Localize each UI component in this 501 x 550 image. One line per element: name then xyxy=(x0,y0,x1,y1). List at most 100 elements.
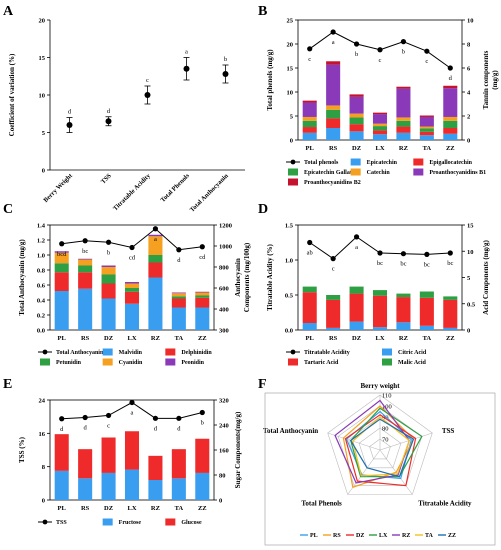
panel-f-series-polygon xyxy=(350,407,423,478)
panel-a-sig-letter: b xyxy=(224,56,227,63)
panel-d-y2tick-label: 5 xyxy=(467,275,471,282)
panel-e-legend-label: TSS xyxy=(56,520,67,526)
panel-d: 0.0 0.5 1.0 1.5 0 0.5 5 10 15 Titratable Acidity … xyxy=(266,223,490,367)
panel-c-bar-segment xyxy=(195,292,210,296)
panel-e-ylabel: TSS (%) xyxy=(18,436,26,463)
panel-e-bar-segment xyxy=(54,470,69,500)
panel-a-point xyxy=(183,65,190,72)
panel-d-xtick-label: RS xyxy=(329,335,338,342)
panel-e-xtick-label: LX xyxy=(127,505,136,512)
panel-d-bar-segment xyxy=(396,322,411,330)
panel-a-sig-letter: d xyxy=(68,109,72,116)
panel-a-ytick-label: 0 xyxy=(42,168,45,175)
panel-b-bar-segment xyxy=(349,124,364,132)
panel-f-legend-label: LX xyxy=(379,533,388,539)
panel-c-bar-segment xyxy=(124,283,140,288)
panel-e-letter: E xyxy=(3,377,12,392)
panel-d-bar-segment xyxy=(443,327,458,330)
panel-e-xtick-label: TA xyxy=(175,505,184,512)
panel-e-bar-segment xyxy=(101,437,116,473)
panel-e-legend-swatch xyxy=(102,518,113,526)
panel-b-y2tick-label: 4 xyxy=(467,90,471,97)
panel-c-bar-segment xyxy=(171,307,186,330)
panel-c-sig-letter: b xyxy=(107,249,110,256)
panel-c-legend-swatch xyxy=(165,348,176,356)
panel-d-line-point xyxy=(400,251,407,257)
panel-f-axis-label: TSS xyxy=(442,427,455,435)
panel-b-letter: B xyxy=(258,4,267,19)
panel-d-legend-swatch xyxy=(382,348,392,356)
panel-b-legend-swatch xyxy=(350,158,361,166)
panel-d-xtick-label: DZ xyxy=(352,335,361,342)
panel-b-bar-segment xyxy=(349,96,364,114)
panel-b-bar-segment xyxy=(302,100,317,103)
panel-a-sig-letter: d xyxy=(107,108,111,115)
panel-a: 0 5 10 15 20 Coefficient of variation (%) d Ber… xyxy=(8,18,245,214)
panel-b-y2tick-label: 10 xyxy=(467,18,474,25)
panel-f-axis-label: Total Phenols xyxy=(301,500,342,508)
panel-a-point xyxy=(66,122,73,128)
panel-c-bar-segment xyxy=(54,251,69,253)
panel-a-xtick-label: TSS xyxy=(100,172,113,185)
panel-b-y2unit: (mg/g) xyxy=(491,70,499,90)
panel-e-legend-swatch xyxy=(165,518,176,526)
panel-c-xtick-label: TA xyxy=(175,335,184,342)
panel-b-bar-segment xyxy=(372,134,388,140)
panel-b-xtick-label: DZ xyxy=(352,145,361,152)
panel-d-bar-segment xyxy=(326,299,341,328)
panel-c-bar-segment xyxy=(195,297,210,308)
panel-b-bar-segment xyxy=(326,118,341,128)
panel-d-bar-segment xyxy=(349,293,364,322)
panel-f-legend-label: RZ xyxy=(402,533,410,539)
panel-e-legend-label: Glucose xyxy=(181,520,202,526)
panel-b-sig-letter: c xyxy=(308,56,311,63)
panel-b-bar-segment xyxy=(326,128,341,140)
panel-b-line-point xyxy=(447,65,453,71)
panel-c-xtick-label: RS xyxy=(81,335,90,342)
panel-c-bar-segment xyxy=(124,303,140,330)
panel-c-bar-segment xyxy=(148,236,163,255)
panel-c-bar-segment xyxy=(148,262,163,278)
panel-b-bar-segment xyxy=(302,132,317,140)
panel-e-xtick-label: DZ xyxy=(104,505,113,512)
panel-a-ytick-label: 5 xyxy=(42,130,46,137)
panel-b-bar-segment xyxy=(396,86,411,89)
panel-c-bar-segment xyxy=(195,307,210,330)
panel-d-bar-segment xyxy=(419,291,434,298)
panel-b-bar-segment xyxy=(443,116,458,121)
panel-d-bar-segment xyxy=(302,323,317,330)
panel-d-bar-segment xyxy=(302,286,317,293)
panel-e-xtick-label: RS xyxy=(81,505,90,512)
panel-b-y2tick-label: 2 xyxy=(467,114,470,121)
panel-c-ylabel: Total Anthocyanin (mg/g) xyxy=(18,239,26,316)
panel-f-series-polygon xyxy=(349,418,415,478)
panel-f-rtick-label: 110 xyxy=(382,393,392,400)
panel-c-bar-segment xyxy=(54,291,69,330)
panel-c-bar-segment xyxy=(78,288,93,330)
panel-c-ytick-label: 0.4 xyxy=(37,298,46,305)
panel-c-line-point xyxy=(105,239,112,245)
panel-d-xtick-label: TA xyxy=(423,335,432,342)
panel-e-sig-letter: d xyxy=(84,425,88,432)
panel-d-bar-segment xyxy=(372,327,388,330)
panel-c-legend-swatch xyxy=(102,358,113,366)
panel-c-legend-label: Total Anthocyanin xyxy=(56,350,104,356)
panel-e-bar-segment xyxy=(148,455,163,480)
panel-c-line-point xyxy=(59,241,65,247)
panel-b-xtick-label: ZZ xyxy=(446,145,455,152)
panel-e-bar-segment xyxy=(171,449,186,479)
panel-c-legend-label: Cyanidin xyxy=(119,360,143,366)
panel-d-y2label: Acid Components (mg/g) xyxy=(482,240,490,315)
panel-f-series-polygon xyxy=(352,416,411,477)
panel-c-sig-letter: cd xyxy=(199,254,206,261)
panel-c-y2tick-label: 300 xyxy=(219,328,229,335)
panel-a-xtick-label: Berry Weight xyxy=(42,172,74,204)
panel-d-legend-marker xyxy=(290,349,296,355)
panel-d-y2tick-label: 0.5 xyxy=(467,301,476,308)
panel-b-y2label: Tannin components xyxy=(482,50,490,109)
panel-c-ytick-label: 1.2 xyxy=(37,238,45,245)
panel-c-xtick-label: LX xyxy=(127,335,136,342)
panel-c-line-point xyxy=(176,247,182,253)
panel-c-bar-segment xyxy=(195,291,210,293)
